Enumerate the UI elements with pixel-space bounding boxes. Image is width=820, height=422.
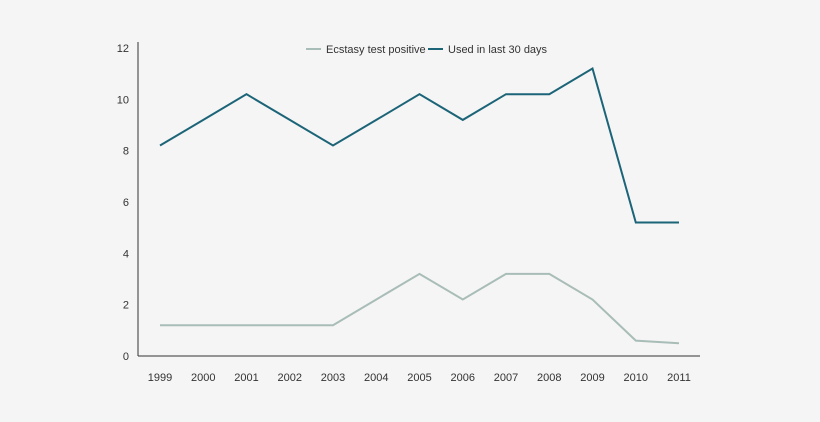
x-tick-label: 2004 (364, 372, 388, 384)
y-tick-label: 6 (123, 197, 129, 209)
x-tick-label: 2002 (278, 372, 302, 384)
y-tick-label: 2 (123, 300, 129, 312)
series-line-used-in-last-30-days (159, 66, 679, 224)
legend: Ecstasy test positive Used in last 30 day… (306, 44, 548, 56)
x-tick-labels: 1999 2000 2001 2002 2003 2004 2005 2006 2007 2008… (148, 372, 691, 384)
x-tick-label: 2005 (407, 372, 431, 384)
y-tick-label: 0 (123, 351, 129, 363)
y-tick-label: 4 (123, 248, 129, 260)
legend-label: Ecstasy test positive (326, 44, 426, 56)
series-lines (159, 66, 680, 345)
series-line-ecstasy-test-positive (160, 272, 680, 345)
y-tick-label: 8 (123, 146, 129, 158)
x-tick-label: 2001 (234, 372, 258, 384)
x-tick-label: 1999 (148, 372, 172, 384)
y-tick-label: 12 (117, 43, 129, 55)
y-tick-labels: 0 2 4 6 8 10 12 (117, 43, 129, 363)
x-tick-label: 2003 (321, 372, 345, 384)
axes (137, 42, 700, 357)
x-tick-label: 2008 (537, 372, 561, 384)
x-tick-label: 2007 (494, 372, 518, 384)
y-tick-label: 10 (117, 94, 129, 106)
x-tick-label: 2011 (667, 372, 691, 384)
x-tick-label: 2000 (191, 372, 215, 384)
x-tick-label: 2010 (624, 372, 648, 384)
x-tick-label: 2006 (451, 372, 475, 384)
legend-label: Used in last 30 days (448, 44, 548, 56)
x-tick-label: 2009 (580, 372, 604, 384)
